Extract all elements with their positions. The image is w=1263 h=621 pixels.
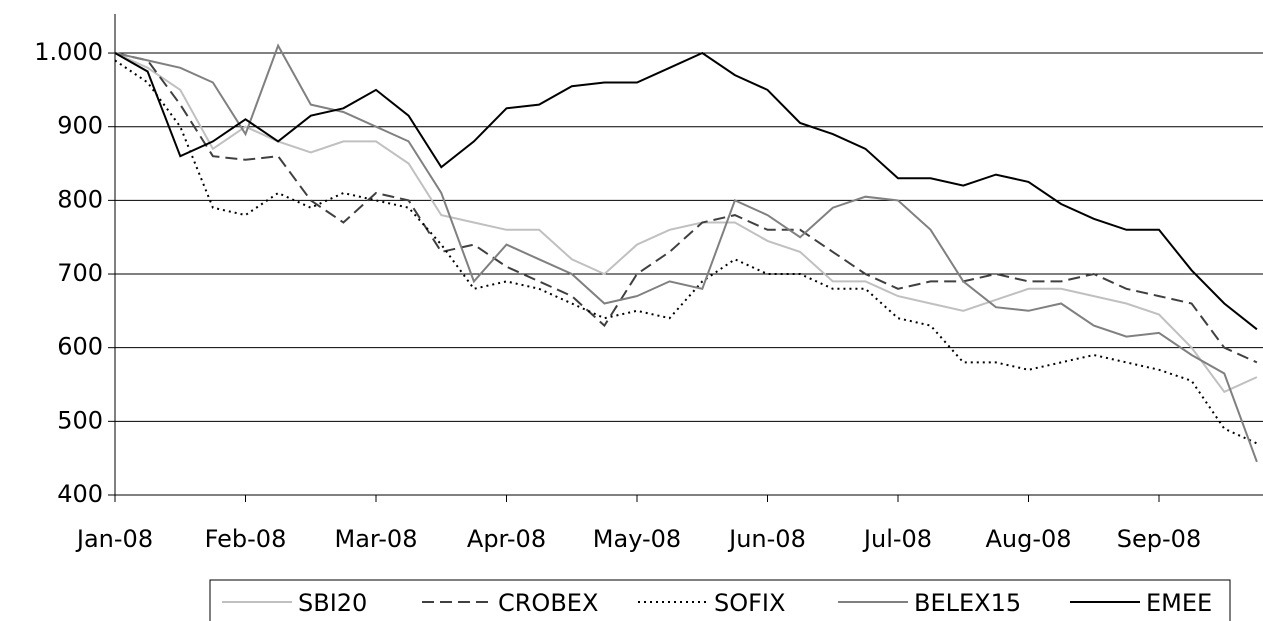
x-tick-label: Jul-08 xyxy=(862,525,932,553)
y-tick-label: 1.000 xyxy=(34,38,103,66)
x-tick-label: Jun-08 xyxy=(727,525,806,553)
y-tick-label: 700 xyxy=(57,259,103,287)
legend-label: BELEX15 xyxy=(914,589,1021,617)
y-tick-label: 600 xyxy=(57,333,103,361)
x-tick-label: Sep-08 xyxy=(1117,525,1201,553)
x-tick-label: May-08 xyxy=(593,525,681,553)
x-tick-label: Apr-08 xyxy=(467,525,546,553)
x-tick-label: Feb-08 xyxy=(205,525,287,553)
y-tick-label: 500 xyxy=(57,406,103,434)
legend-label: SBI20 xyxy=(298,589,367,617)
series-line xyxy=(114,52,1258,394)
series-line xyxy=(114,59,1258,445)
series-line xyxy=(114,51,1258,331)
x-tick-label: Aug-08 xyxy=(985,525,1071,553)
legend-box xyxy=(209,579,1231,621)
legend-label: CROBEX xyxy=(498,589,598,617)
y-tick-label: 900 xyxy=(57,112,103,140)
x-tick-label: Jan-08 xyxy=(75,525,153,553)
y-tick-label: 400 xyxy=(57,480,103,508)
y-tick-label: 800 xyxy=(57,185,103,213)
legend-label: EMEE xyxy=(1146,589,1212,617)
series-line xyxy=(114,43,1258,463)
x-tick-label: Mar-08 xyxy=(335,525,418,553)
series-line xyxy=(114,52,1258,364)
legend-label: SOFIX xyxy=(714,589,785,617)
